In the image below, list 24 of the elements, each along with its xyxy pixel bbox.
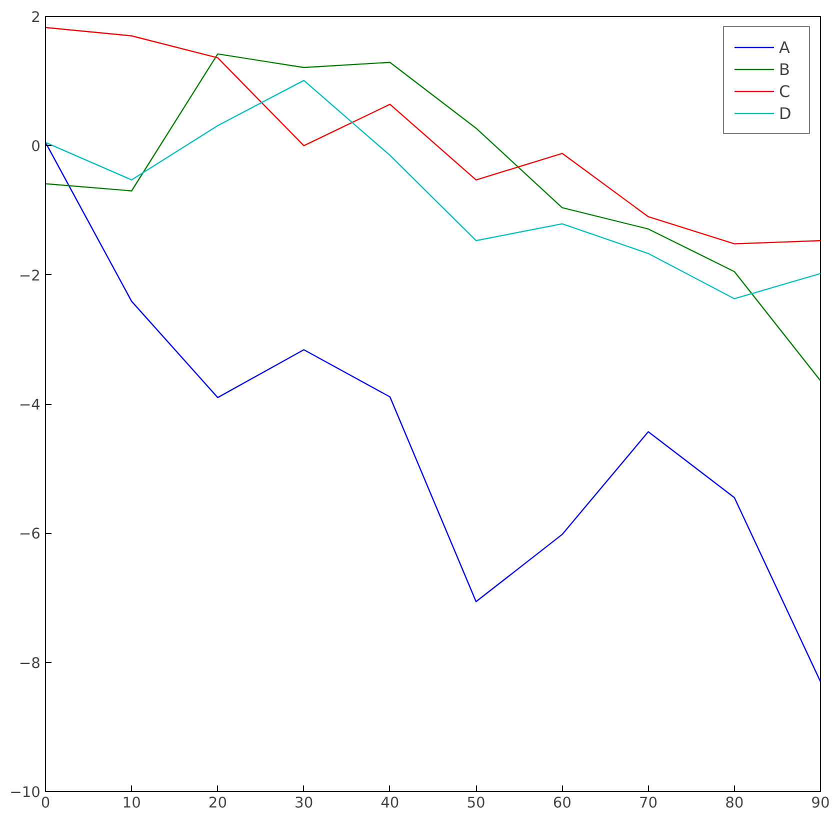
x-tick-label: 90 [811,794,830,812]
y-tick-label: 0 [31,138,41,156]
y-tick-label: 2 [31,9,41,26]
x-tick-label: 10 [122,794,141,812]
legend-label: A [779,38,791,56]
x-tick-label: 40 [380,794,400,812]
y-tick-label: −2 [18,267,41,284]
legend-label: C [779,82,792,100]
x-tick-label: 30 [294,794,314,812]
line-series [46,80,820,300]
legend-label: D [779,104,792,122]
x-tick-label: 60 [552,794,572,812]
x-tick-label: 50 [466,794,486,812]
y-tick-label: −6 [18,526,41,543]
x-tick-label: 20 [208,794,228,812]
line-series [46,142,820,682]
legend-label: B [779,60,791,78]
y-tick-label: −10 [10,784,41,801]
y-tick-label: −4 [18,396,41,414]
x-tick-label: 70 [638,794,658,812]
x-tick-label: 80 [725,794,744,812]
line-series [46,53,820,382]
line-series [46,26,820,244]
y-tick-label: −8 [18,654,41,672]
